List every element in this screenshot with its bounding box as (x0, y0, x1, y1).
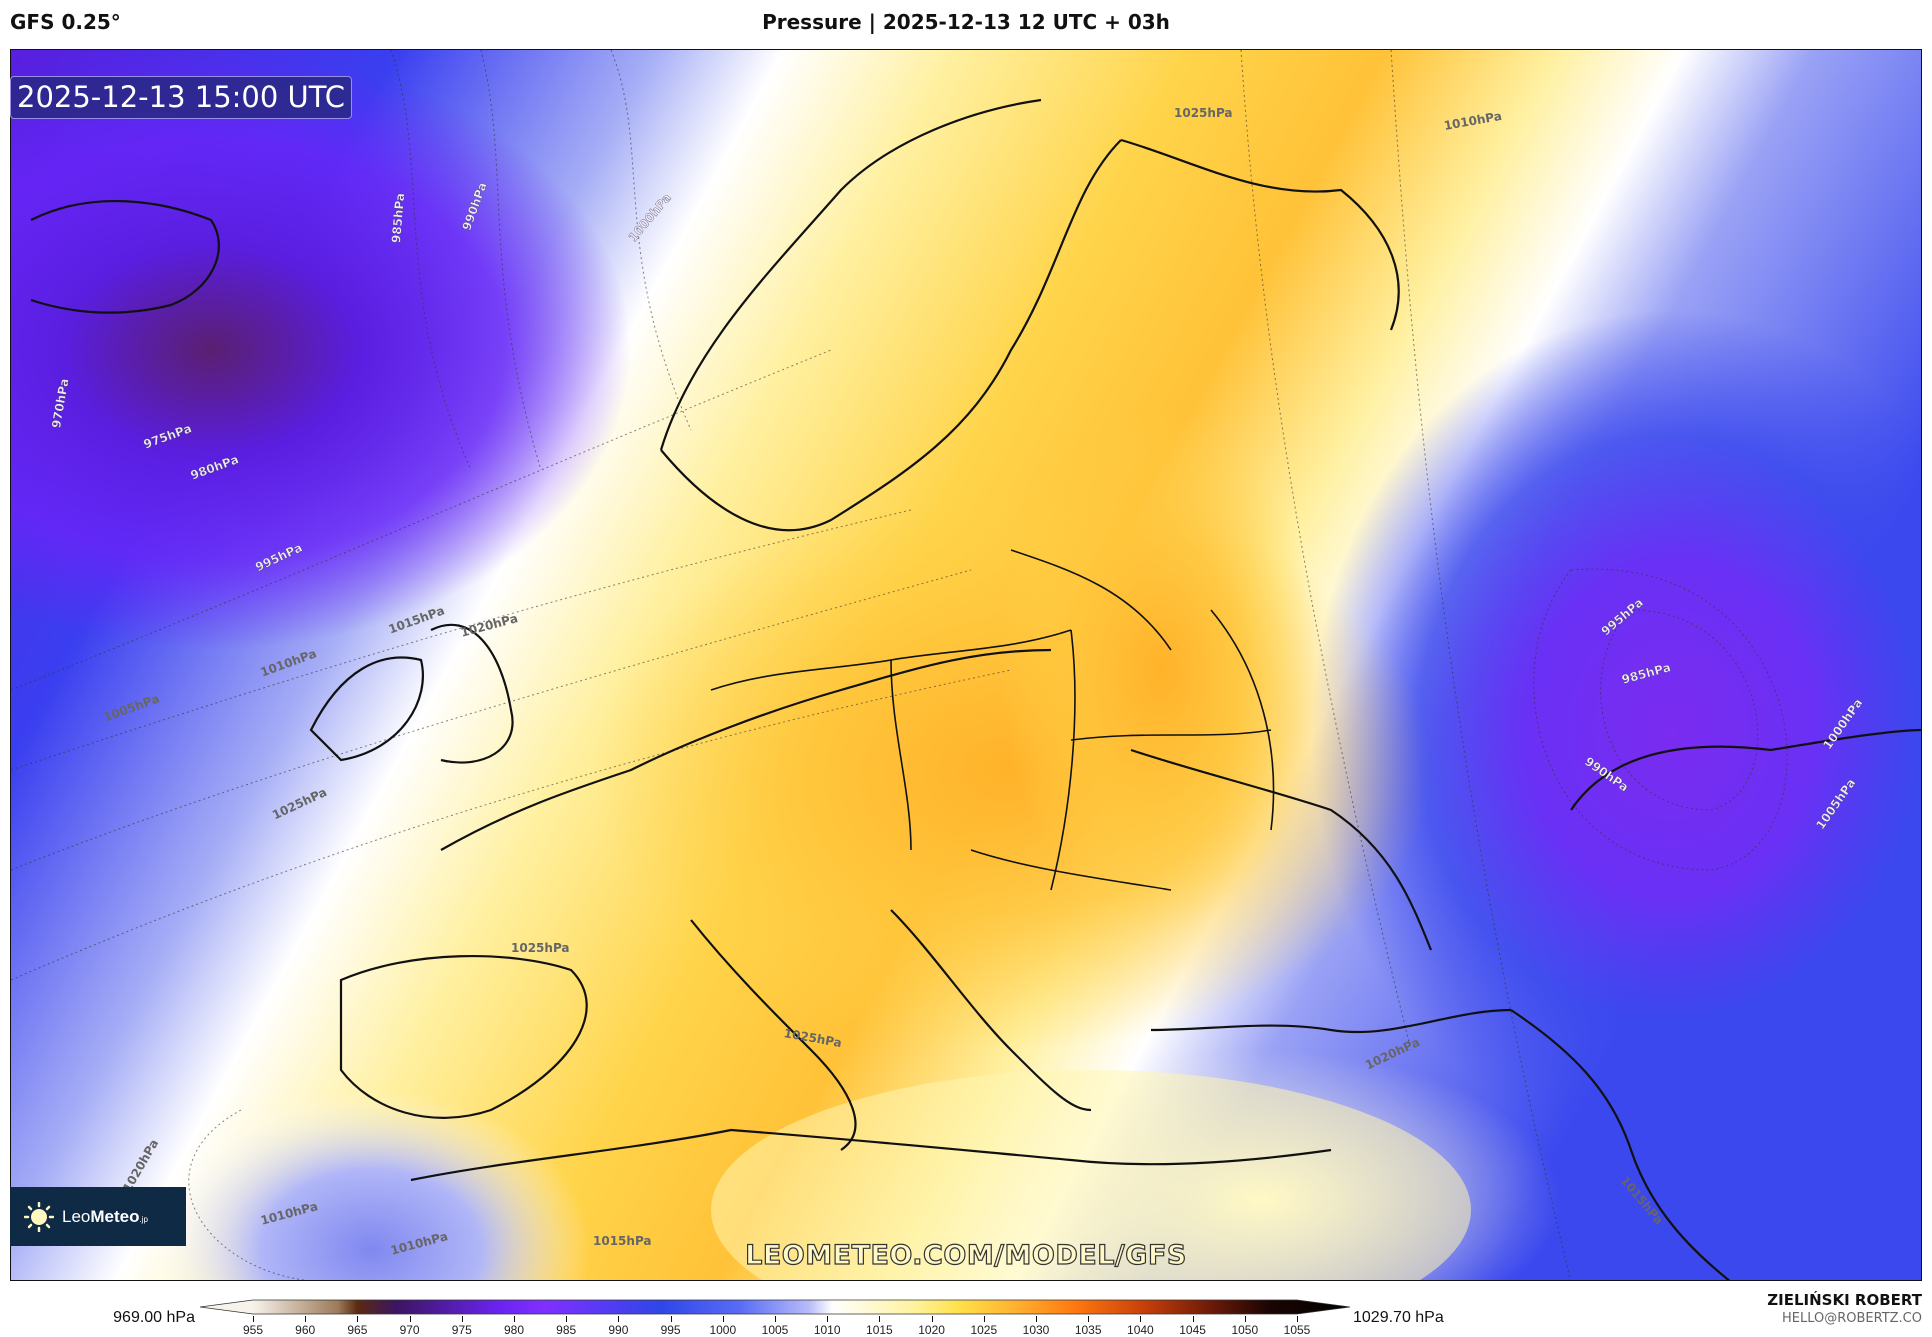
colorbar-tick (566, 1316, 568, 1322)
colorbar-tick-label: 1040 (1127, 1323, 1154, 1337)
colorbar-tick (1192, 1316, 1194, 1322)
pressure-field (11, 50, 1921, 1280)
colorbar-tick (1297, 1316, 1298, 1322)
colorbar-tick-label: 1025 (970, 1323, 998, 1337)
pressure-map[interactable]: 970hPa 975hPa 980hPa 985hPa 990hPa 1000hPa 995… (10, 49, 1922, 1281)
colorbar-tick (722, 1316, 724, 1322)
colorbar-tick (879, 1316, 881, 1322)
colorbar-tick-label: 1020 (918, 1323, 945, 1337)
leometeo-logo[interactable]: LeoMeteo.jp (10, 1187, 186, 1246)
colorbar-tick (409, 1316, 411, 1322)
colorbar-ticks: 955 960 965 970 975 980 985 990 995 1000 1005 1010 1… (0, 1316, 1932, 1337)
colorbar-tick (1036, 1316, 1037, 1322)
valid-time-badge: 2025-12-13 15:00 UTC (10, 76, 353, 119)
author-email[interactable]: HELLO@ROBERTZ.CO (1781, 1311, 1922, 1326)
colorbar-tick-label: 1045 (1179, 1323, 1206, 1337)
isobar-label: 1015hPa (593, 1234, 652, 1248)
colorbar-tick-label: 995 (660, 1323, 681, 1337)
colorbar-tick (983, 1316, 985, 1322)
colorbar-tick-label: 1005 (761, 1323, 789, 1337)
colorbar-tick-label: 1010 (813, 1323, 841, 1337)
logo-brand-bold: Meteo (90, 1206, 140, 1226)
colorbar-tick (670, 1316, 672, 1322)
colorbar-tick (514, 1316, 515, 1322)
colorbar-tick-label: 1015 (866, 1323, 893, 1337)
chart-title: Pressure | 2025-12-13 12 UTC + 03h (762, 10, 1170, 34)
colorbar-tick (357, 1316, 359, 1322)
logo-brand-light: Leo (62, 1206, 91, 1226)
colorbar-tick (618, 1316, 620, 1322)
colorbar-tick-label: 990 (608, 1323, 629, 1337)
colorbar-tick (253, 1316, 254, 1322)
author-credit: ZIELIŃSKI ROBERT HELLO@ROBERTZ.CO (1767, 1291, 1922, 1326)
colorbar-tick (931, 1316, 933, 1322)
isobar-label: 1025hPa (511, 941, 570, 955)
colorbar-tick (827, 1316, 829, 1322)
colorbar-tick-label: 1050 (1231, 1323, 1259, 1337)
colorbar-tick-label: 1030 (1022, 1323, 1050, 1337)
colorbar-min-label: 969.00 hPa (113, 1309, 195, 1326)
colorbar-tick-label: 965 (347, 1323, 368, 1337)
colorbar-tick-label: 975 (451, 1323, 472, 1337)
colorbar-tick-label: 985 (556, 1323, 577, 1337)
colorbar-tick (461, 1316, 463, 1322)
colorbar-tick-label: 1000 (709, 1323, 737, 1337)
colorbar-max-label: 1029.70 hPa (1353, 1309, 1444, 1326)
colorbar-tick-label: 970 (399, 1323, 420, 1337)
author-name: ZIELIŃSKI ROBERT (1767, 1291, 1922, 1309)
colorbar-tick-label: 1055 (1283, 1323, 1311, 1337)
colorbar-tick (1088, 1316, 1090, 1322)
colorbar-tick-label: 980 (503, 1323, 525, 1337)
colorbar-tick (775, 1316, 776, 1322)
colorbar-tick (305, 1316, 307, 1322)
colorbar-tick-label: 960 (295, 1323, 316, 1337)
colorbar-tick (1140, 1316, 1142, 1322)
colorbar (200, 1299, 1350, 1315)
sun-icon (24, 1201, 54, 1232)
source-watermark: LEOMETEO.COM/MODEL/GFS (745, 1239, 1187, 1271)
colorbar-tick (1244, 1316, 1246, 1322)
colorbar-tick-label: 1035 (1074, 1323, 1102, 1337)
model-label: GFS 0.25° (10, 10, 121, 34)
logo-wordmark: LeoMeteo.jp (62, 1207, 148, 1227)
logo-suffix: .jp (139, 1214, 148, 1224)
colorbar-tick-label: 955 (242, 1323, 264, 1337)
isobar-label: 1025hPa (1174, 106, 1233, 120)
